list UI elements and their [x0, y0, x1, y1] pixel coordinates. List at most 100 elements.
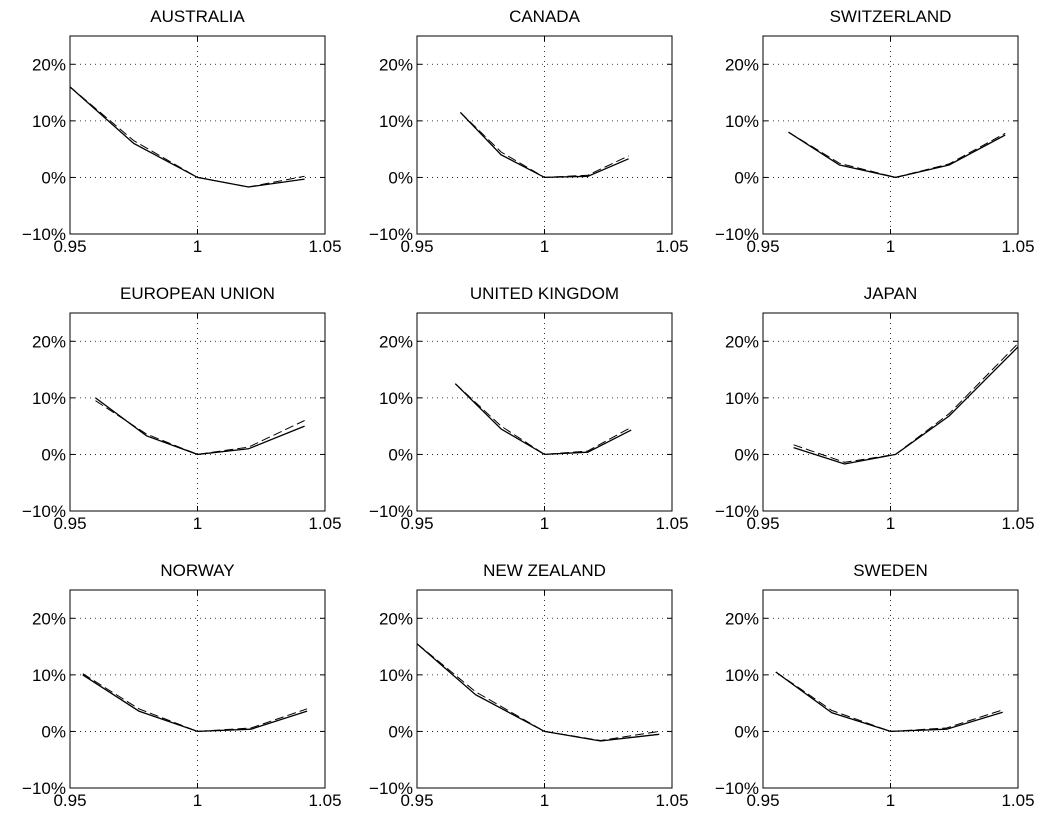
x-tick-label: 1.05: [1001, 237, 1034, 256]
plot-frame: [762, 312, 1019, 512]
y-tick-label: −10%: [715, 502, 759, 521]
y-tick-label: 20%: [32, 609, 66, 628]
panel-united-kingdom: UNITED KINGDOM 0.95 1 1.05 −10% 0% 10% 20%: [369, 284, 689, 533]
x-tick-label: 1: [540, 791, 549, 810]
y-tick-label: 0%: [734, 168, 759, 187]
panel-title: SWITZERLAND: [830, 7, 952, 26]
x-tick-label: 0.95: [400, 791, 433, 810]
dashed-series-line: [454, 383, 632, 455]
x-tick-label: 1: [886, 514, 895, 533]
y-tick-label: 20%: [725, 55, 759, 74]
dashed-series-line: [82, 673, 308, 732]
solid-series-line: [459, 111, 629, 179]
x-tick-label: 1: [886, 791, 895, 810]
x-tick-label: 0.95: [400, 237, 433, 256]
y-tick-label: 10%: [725, 112, 759, 131]
dashed-series-line: [69, 86, 305, 188]
x-tick-label: 1: [540, 237, 549, 256]
dashed-series-line: [775, 671, 1003, 732]
x-tick-label: 1.05: [1001, 791, 1034, 810]
x-tick-label: 0.95: [746, 514, 779, 533]
panel-title: JAPAN: [864, 284, 918, 303]
y-tick-label: 20%: [379, 332, 413, 351]
dashed-series-line: [95, 400, 305, 455]
y-tick-label: 10%: [725, 389, 759, 408]
y-tick-label: 0%: [41, 722, 66, 741]
panel-canada: CANADA 0.95 1 1.05 −10% 0% 10% 20%: [369, 7, 689, 256]
y-tick-label: 20%: [725, 332, 759, 351]
y-tick-label: 0%: [388, 168, 413, 187]
panel-new-zealand: NEW ZEALAND 0.95 1 1.05 −10% 0% 10% 20%: [369, 561, 689, 810]
plot-frame: [416, 312, 673, 512]
x-tick-label: 1: [193, 514, 202, 533]
solid-series-line: [775, 671, 1003, 733]
y-tick-label: 0%: [388, 445, 413, 464]
y-tick-label: 0%: [734, 445, 759, 464]
y-tick-label: 0%: [734, 722, 759, 741]
y-tick-label: −10%: [22, 225, 66, 244]
panel-sweden: SWEDEN 0.95 1 1.05 −10% 0% 10% 20%: [715, 561, 1035, 810]
plot-frame: [416, 35, 673, 235]
y-tick-label: 20%: [379, 55, 413, 74]
plot-frame: [69, 312, 326, 512]
y-tick-label: 10%: [379, 112, 413, 131]
plot-frame: [69, 589, 326, 789]
x-tick-label: 1: [540, 514, 549, 533]
y-tick-label: −10%: [369, 779, 413, 798]
x-tick-label: 1.05: [308, 237, 341, 256]
y-tick-label: 10%: [725, 666, 759, 685]
panel-australia: AUSTRALIA 0.95 1 1.05 −10% 0% 10% 20%: [22, 7, 342, 256]
plot-frame: [69, 35, 326, 235]
x-tick-label: 1.05: [655, 237, 688, 256]
solid-series-line: [788, 131, 1006, 179]
panel-switzerland: SWITZERLAND 0.95 1 1.05 −10% 0% 10% 20%: [715, 7, 1035, 256]
panel-title: UNITED KINGDOM: [470, 284, 619, 303]
y-tick-label: 10%: [379, 389, 413, 408]
x-tick-label: 0.95: [746, 791, 779, 810]
x-tick-label: 0.95: [746, 237, 779, 256]
y-tick-label: 10%: [379, 666, 413, 685]
x-tick-label: 1.05: [1001, 514, 1034, 533]
x-tick-label: 1.05: [655, 514, 688, 533]
x-tick-label: 1: [886, 237, 895, 256]
y-tick-label: −10%: [369, 502, 413, 521]
panel-title: CANADA: [509, 7, 581, 26]
y-tick-label: −10%: [22, 502, 66, 521]
panel-european-union: EUROPEAN UNION 0.95 1 1.05 −10% 0% 10% 20%: [22, 284, 342, 533]
panel-title: NORWAY: [160, 561, 234, 580]
x-tick-label: 0.95: [400, 514, 433, 533]
y-tick-label: 20%: [32, 332, 66, 351]
panel-title: AUSTRALIA: [150, 7, 245, 26]
plot-frame: [416, 589, 673, 789]
panel-japan: JAPAN 0.95 1 1.05 −10% 0% 10% 20%: [715, 284, 1035, 533]
y-tick-label: −10%: [715, 225, 759, 244]
y-tick-label: 0%: [388, 722, 413, 741]
x-tick-label: 0.95: [53, 237, 86, 256]
x-tick-label: 0.95: [53, 791, 86, 810]
solid-series-line: [454, 383, 632, 456]
solid-series-line: [95, 397, 305, 456]
y-tick-label: 10%: [32, 389, 66, 408]
dashed-series-line: [460, 112, 629, 178]
x-tick-label: 1: [193, 237, 202, 256]
panel-title: NEW ZEALAND: [483, 561, 606, 580]
plot-frame: [762, 35, 1019, 235]
y-tick-label: 10%: [32, 666, 66, 685]
panel-norway: NORWAY 0.95 1 1.05 −10% 0% 10% 20%: [22, 561, 342, 810]
y-tick-label: −10%: [715, 779, 759, 798]
y-tick-label: 20%: [379, 609, 413, 628]
x-tick-label: 0.95: [53, 514, 86, 533]
solid-series-line: [416, 643, 660, 742]
y-tick-label: −10%: [369, 225, 413, 244]
x-tick-label: 1.05: [655, 791, 688, 810]
dashed-series-line: [793, 343, 1019, 463]
panel-title: EUROPEAN UNION: [120, 284, 275, 303]
dashed-series-line: [788, 131, 1006, 178]
y-tick-label: 20%: [725, 609, 759, 628]
y-tick-label: 0%: [41, 445, 66, 464]
y-tick-label: 0%: [41, 168, 66, 187]
x-tick-label: 1.05: [308, 791, 341, 810]
y-tick-label: 10%: [32, 112, 66, 131]
x-tick-label: 1: [193, 791, 202, 810]
solid-series-line: [82, 674, 308, 733]
